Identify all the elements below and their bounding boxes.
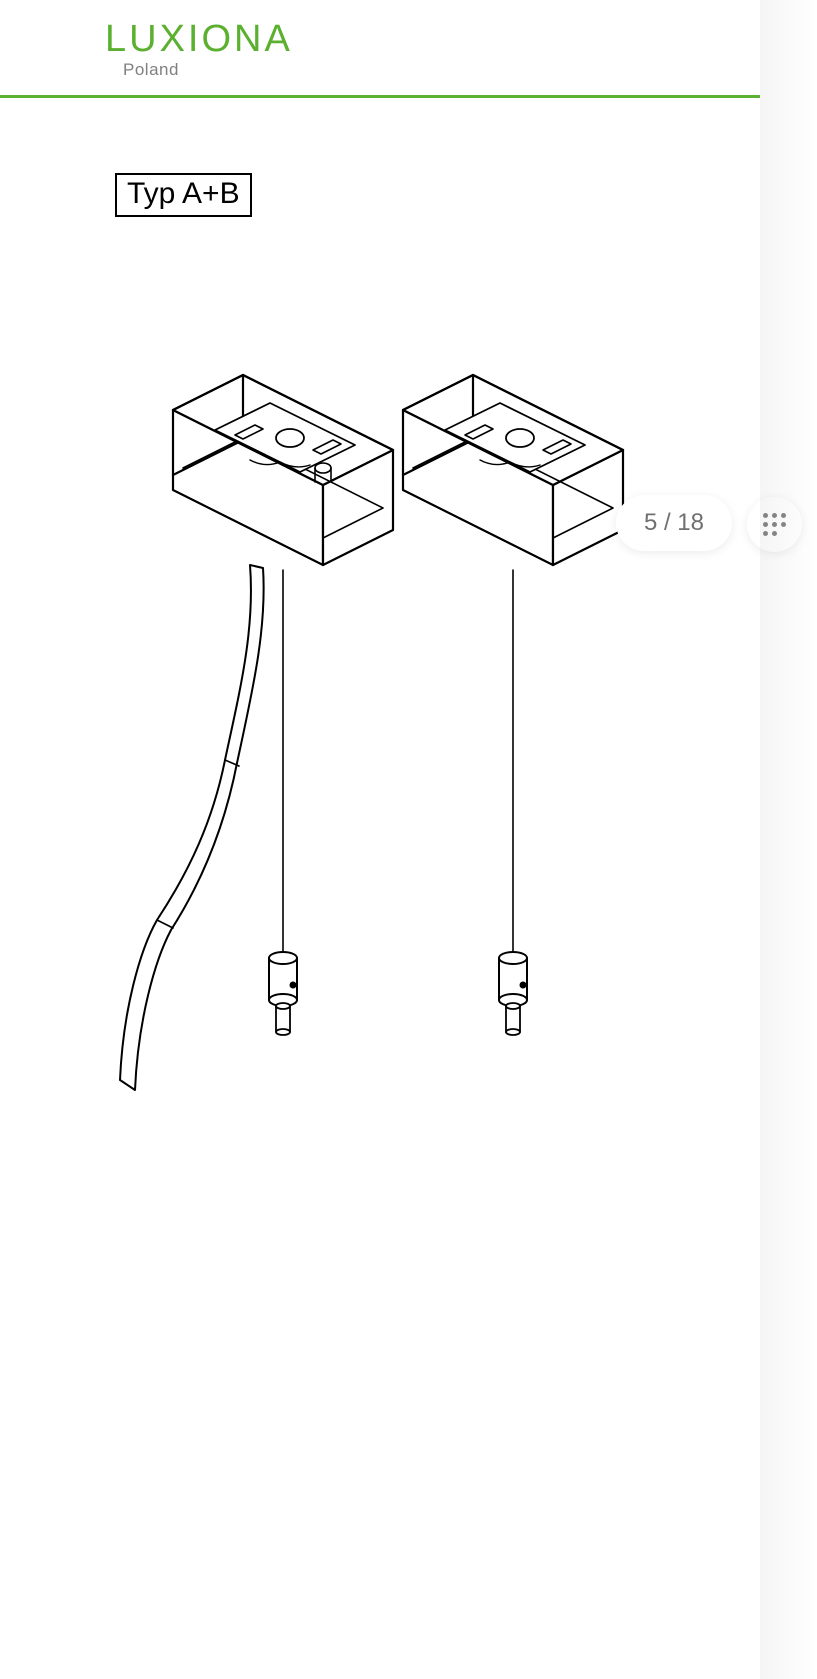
type-label-box: Typ A+B bbox=[115, 173, 252, 217]
document-content: Typ A+B bbox=[0, 95, 760, 1675]
document-header: LUXIONA Poland bbox=[0, 0, 817, 95]
brand-subtitle: Poland bbox=[123, 60, 817, 80]
technical-diagram bbox=[95, 290, 675, 1190]
brand-logo: LUXIONA bbox=[105, 20, 817, 58]
page-counter: 5 / 18 bbox=[616, 495, 732, 551]
page-edge-shadow bbox=[760, 0, 817, 1679]
